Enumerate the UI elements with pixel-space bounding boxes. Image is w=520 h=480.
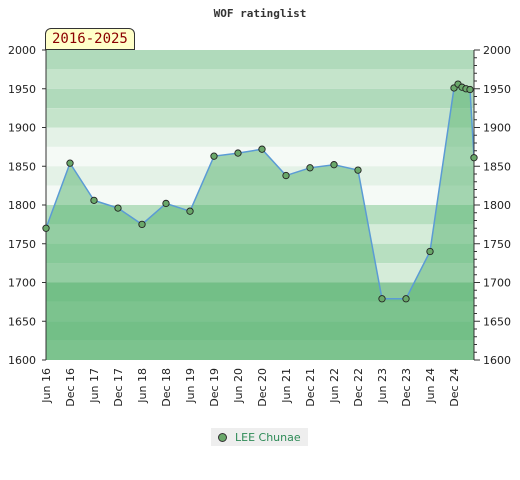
y-tick-label-left: 1950 <box>8 83 36 96</box>
y-tick-label-right: 1750 <box>483 238 511 251</box>
y-tick-label-left: 1850 <box>8 160 36 173</box>
legend-marker <box>218 432 227 442</box>
data-point <box>186 207 194 215</box>
x-tick-label: Dec 20 <box>256 368 269 407</box>
x-tick-label: Jun 21 <box>280 368 293 404</box>
band <box>46 108 474 128</box>
data-point <box>210 152 218 160</box>
band <box>46 127 474 147</box>
data-point <box>330 161 338 169</box>
x-tick-label: Dec 21 <box>304 368 317 407</box>
y-tick-label-left: 1800 <box>8 199 36 212</box>
data-point <box>66 159 74 167</box>
data-point <box>138 220 146 229</box>
x-tick-label: Jun 24 <box>424 368 437 404</box>
data-point <box>466 85 474 94</box>
x-tick-label: Dec 23 <box>400 368 413 407</box>
y-tick-label-right: 1650 <box>483 315 511 328</box>
x-tick-label: Dec 24 <box>448 368 461 407</box>
data-point <box>378 295 386 303</box>
data-point <box>114 204 122 212</box>
x-tick-label: Jun 17 <box>88 368 101 404</box>
legend-label: LEE Chunae <box>235 430 301 444</box>
y-tick-label-right: 1600 <box>483 354 511 367</box>
y-tick-label-left: 2000 <box>8 44 36 57</box>
series-fill <box>46 84 474 360</box>
y-tick-label-right: 1850 <box>483 160 511 173</box>
data-point <box>282 171 290 180</box>
data-point <box>234 149 242 157</box>
data-point <box>42 224 50 232</box>
x-tick-label: Dec 18 <box>160 368 173 407</box>
x-tick-label: Dec 19 <box>208 368 221 407</box>
data-point <box>162 199 170 208</box>
x-tick-label: Dec 16 <box>64 368 77 407</box>
y-tick-label-right: 1900 <box>483 122 511 135</box>
x-tick-label: Jun 23 <box>376 368 389 404</box>
band <box>46 69 474 89</box>
date-range-badge: 2016-2025 <box>45 28 135 50</box>
axes <box>42 49 480 361</box>
y-tick-label-right: 2000 <box>483 44 511 57</box>
x-tick-labels: Jun 16 Dec 16 Jun 17 Dec 17 Jun 18 Dec 18 Jun … <box>40 368 461 407</box>
data-point <box>470 154 478 162</box>
y-tick-labels: 1600 1600 1650 1650 1700 1700 1750 1750 1800 1800… <box>8 44 511 367</box>
data-point <box>402 295 410 303</box>
series-marks <box>42 80 478 303</box>
data-point <box>90 196 98 205</box>
y-tick-label-right: 1700 <box>483 277 511 290</box>
y-tick-label-left: 1600 <box>8 354 36 367</box>
band <box>46 50 474 70</box>
data-point <box>306 164 314 172</box>
legend: LEE Chunae <box>211 428 308 446</box>
x-tick-label: Jun 18 <box>136 368 149 404</box>
data-point <box>426 247 434 256</box>
y-tick-label-left: 1900 <box>8 122 36 135</box>
y-tick-label-right: 1800 <box>483 199 511 212</box>
x-tick-label: Jun 22 <box>328 368 341 404</box>
x-tick-label: Dec 22 <box>352 368 365 407</box>
y-tick-label-right: 1950 <box>483 83 511 96</box>
x-tick-label: Dec 17 <box>112 368 125 407</box>
x-tick-label: Jun 19 <box>184 368 197 404</box>
y-tick-label-left: 1650 <box>8 315 36 328</box>
x-tick-label: Jun 20 <box>232 368 245 404</box>
chart-title: WOF ratinglist <box>214 7 307 20</box>
y-tick-label-left: 1750 <box>8 238 36 251</box>
x-tick-label: Jun 16 <box>40 368 53 404</box>
band <box>46 88 474 109</box>
data-point <box>258 145 266 153</box>
data-point <box>354 166 362 174</box>
y-tick-label-left: 1700 <box>8 277 36 290</box>
